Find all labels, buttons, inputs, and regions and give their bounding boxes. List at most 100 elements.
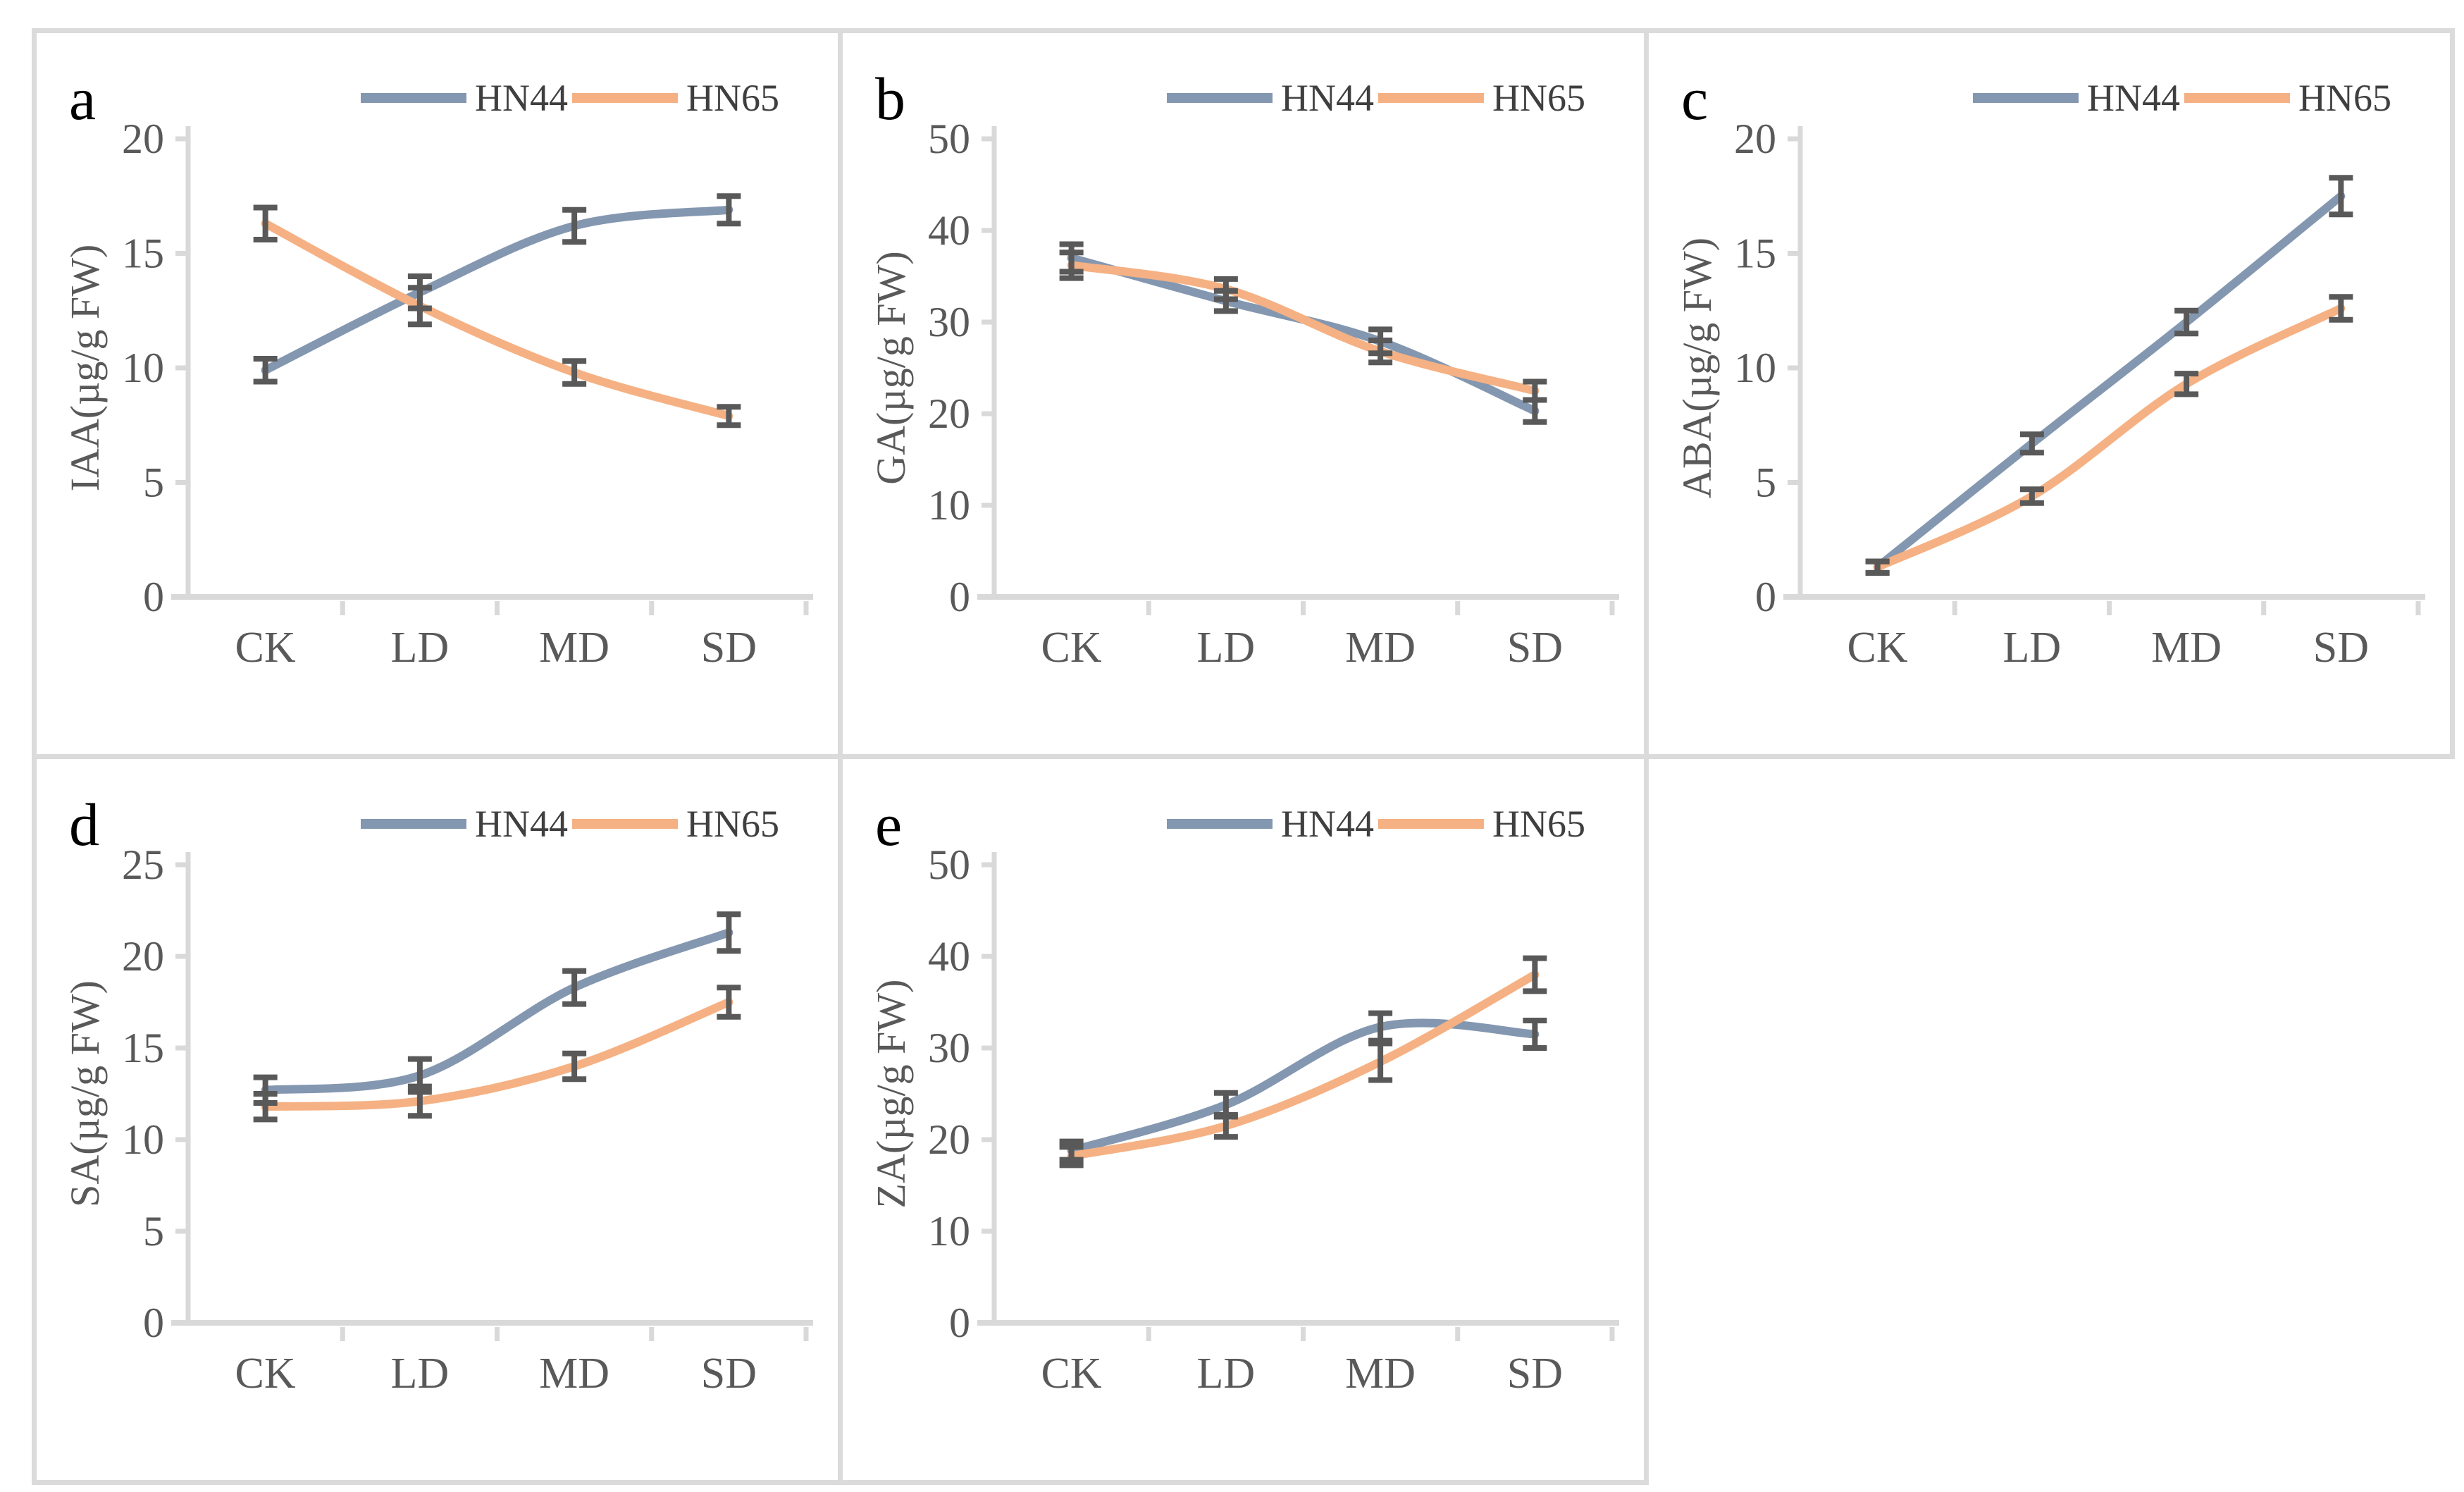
legend: HN44 HN65 [361,77,779,119]
legend: HN44 HN65 [1973,77,2391,119]
error-bar [2329,175,2353,218]
x-tick-label: CK [1041,1350,1102,1398]
error-bar [1059,1144,1084,1169]
error-bars-HN65 [253,985,741,1123]
x-tick-label: LD [391,1350,450,1398]
legend: HN44 HN65 [1167,77,1585,119]
y-tick-label: 15 [122,1025,164,1071]
y-tick-label: 5 [143,1208,164,1254]
legend: HN44 HN65 [361,803,779,845]
y-tick-label: 20 [1734,116,1776,162]
error-bar [253,1091,278,1123]
legend: HN44 HN65 [1167,803,1585,845]
panel-d: d HN44 HN65 0 5 10 15 20 25 CK LD MD SD SA(µg/g FW) [32,754,843,1485]
y-axis-title: IAA(µg/g FW) [62,245,108,492]
x-tick-label: MD [1345,624,1416,672]
chart-b: b HN44 HN65 0 10 20 30 40 50 CK LD MD SD GA(µg/g FW) [868,65,1619,672]
error-bar [2174,371,2199,397]
series-line-HN65 [261,219,733,421]
x-tick-label: CK [235,1350,296,1398]
error-bar [717,911,741,954]
error-bar [407,285,432,328]
series-line-HN44 [1873,192,2346,572]
error-bar [2174,307,2199,337]
x-tick-label: CK [1847,624,1908,672]
y-tick-label: 10 [1734,345,1776,391]
chart-d: d HN44 HN65 0 5 10 15 20 25 CK LD MD SD SA(µg/g FW) [62,791,813,1398]
y-tick-label: 20 [928,390,970,437]
error-bar [1523,378,1547,403]
legend-label-HN65: HN65 [2298,77,2391,119]
error-bar [717,193,741,227]
y-axis-title: ZA(µg/g FW) [868,980,914,1209]
legend-label-HN44: HN44 [1281,803,1374,845]
error-bars-HN65 [1865,294,2353,576]
error-bar [2019,431,2044,456]
y-axis-title: SA(µg/g FW) [62,980,108,1207]
panel-label: e [875,791,902,858]
x-tick-label: MD [539,624,609,672]
x-tick-label: LD [391,624,450,672]
y-tick-label: 5 [143,460,164,506]
panel-label: c [1681,65,1708,132]
error-bar [2329,294,2353,323]
error-bar [1213,1111,1238,1140]
y-tick-label: 25 [122,841,164,888]
error-bar [1059,249,1084,281]
error-bars-HN65 [253,204,741,429]
y-axis-title: ABA(µg/g FW) [1674,238,1720,498]
panel-label: a [69,65,96,132]
legend-label-HN65: HN65 [1492,77,1585,119]
error-bars-HN44 [253,911,741,1106]
error-bar [1213,276,1238,302]
x-tick-label: SD [701,1350,757,1398]
error-bar [1368,338,1393,366]
series-line-HN65 [261,998,733,1111]
y-tick-label: 30 [928,1025,970,1071]
panel-c: c HN44 HN65 0 5 10 15 20 CK LD MD SD ABA(µg/g FW) [1644,28,2455,759]
y-tick-label: 20 [122,933,164,980]
error-bar [562,968,587,1007]
legend-label-HN44: HN44 [475,803,568,845]
legend-label-HN44: HN44 [1281,77,1374,119]
legend-label-HN44: HN44 [475,77,568,119]
panel-e: e HN44 HN65 0 10 20 30 40 50 CK LD MD SD ZA(µg/g FW) [838,754,1649,1485]
y-tick-label: 0 [949,1300,970,1346]
y-tick-label: 40 [928,933,970,980]
error-bar [562,1050,587,1083]
error-bar [253,204,278,242]
error-bar [717,985,741,1020]
panel-b: b HN44 HN65 0 10 20 30 40 50 CK LD MD SD GA(µg/g FW) [838,28,1649,759]
x-tick-label: SD [1507,624,1563,672]
y-tick-label: 15 [122,230,164,277]
error-bar [407,1083,432,1119]
legend-label-HN65: HN65 [686,803,779,845]
error-bars-HN65 [1059,249,1547,403]
y-tick-label: 10 [928,1208,970,1254]
panel-empty [1646,756,2453,1483]
panel-a: a HN44 HN65 0 5 10 15 20 CK LD MD SD IAA(µg/g FW) [32,28,843,759]
panel-label: d [69,791,99,858]
error-bar [1368,1040,1393,1083]
error-bar [562,206,587,245]
y-tick-label: 30 [928,299,970,345]
y-tick-label: 20 [122,116,164,162]
y-tick-label: 10 [122,345,164,391]
x-tick-label: LD [2003,624,2062,672]
series-line-HN44 [1067,254,1540,416]
x-tick-label: LD [1197,624,1256,672]
y-tick-label: 0 [1755,574,1776,620]
legend-label-HN65: HN65 [1492,803,1585,845]
legend-label-HN44: HN44 [2087,77,2180,119]
y-tick-label: 10 [122,1116,164,1163]
series-line-HN44 [1067,1018,1540,1155]
y-tick-label: 50 [928,116,970,162]
y-tick-label: 40 [928,207,970,254]
x-tick-label: SD [2313,624,2369,672]
error-bar [2019,486,2044,506]
y-tick-label: 0 [949,574,970,620]
chart-a: a HN44 HN65 0 5 10 15 20 CK LD MD SD IAA(µg/g FW) [62,65,813,672]
chart-c: c HN44 HN65 0 5 10 15 20 CK LD MD SD ABA(µg/g FW) [1674,65,2425,672]
error-bar [1523,955,1547,994]
series-line-HN65 [1067,970,1540,1161]
